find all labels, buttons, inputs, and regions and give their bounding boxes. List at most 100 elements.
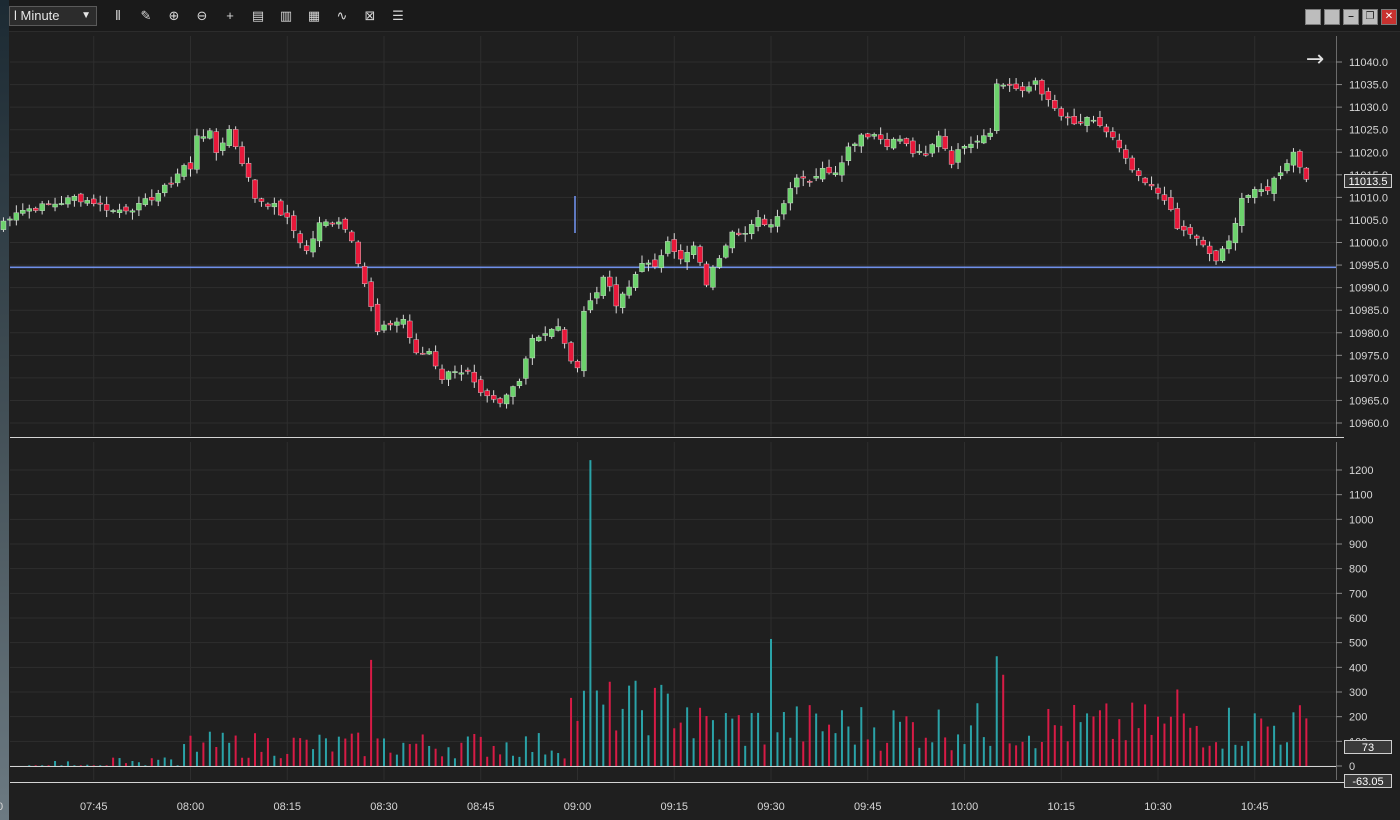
candle-body (510, 386, 516, 397)
candle-body (1155, 187, 1161, 194)
candle-body (839, 162, 845, 176)
candle-body (948, 150, 955, 165)
time-tick-label: 09:00 (564, 801, 592, 813)
price-tick-label: 10970.0 (1349, 373, 1389, 385)
candle-body (258, 198, 265, 202)
close-icon[interactable]: ✕ (1381, 9, 1397, 25)
candle-body (1000, 84, 1006, 87)
arrow-right-icon[interactable]: → (1306, 47, 1324, 72)
crosshair-icon[interactable]: + (226, 8, 234, 23)
candle-body (690, 245, 697, 255)
candle-body (981, 135, 987, 144)
zoom-out-icon[interactable]: ⊖ (196, 8, 208, 23)
candle-body (239, 146, 245, 164)
candle-body (161, 184, 168, 194)
object-list-icon[interactable]: ☰ (392, 8, 404, 23)
candle-body (923, 153, 929, 156)
chart-toolbar: l Minute ▼ ⫴ ✎ ⊕ ⊖ + ▤ ▥ ▦ ∿ ⊠ ☰ – ❐ ✕ (9, 0, 1400, 32)
candle-body (716, 258, 723, 268)
candle-body (26, 208, 32, 212)
candle-body (890, 138, 897, 149)
restore-icon[interactable]: ❐ (1362, 9, 1378, 25)
candle-body (536, 336, 542, 342)
candle-body (1219, 248, 1226, 261)
tile-icon[interactable] (1324, 9, 1340, 25)
price-tick-label: 10990.0 (1349, 283, 1389, 295)
candle-body (181, 165, 187, 177)
candle-body (103, 204, 110, 211)
pencil-icon[interactable]: ✎ (140, 8, 152, 23)
candle-body (439, 368, 445, 380)
candle-body (794, 177, 800, 188)
candle-body (381, 324, 387, 331)
properties-icon[interactable]: ▤ (251, 8, 265, 23)
candle-body (865, 133, 871, 138)
chevron-down-icon[interactable]: ▼ (81, 10, 91, 21)
candle-body (1142, 177, 1148, 184)
candle-body (1200, 239, 1206, 246)
candle-body (774, 216, 781, 227)
candle-body (936, 135, 942, 148)
candle-body (174, 173, 181, 184)
candle-body (684, 252, 690, 263)
time-tick-label: 07:45 (80, 801, 108, 813)
candle-body (884, 139, 890, 147)
candle-body (658, 255, 665, 268)
candle-body (555, 326, 561, 331)
candle-body (1245, 195, 1252, 198)
candle-body (1013, 83, 1019, 89)
time-tick-label: 09:30 (757, 801, 785, 813)
candle-body (916, 151, 923, 153)
candle-body (361, 266, 368, 284)
candle-body (303, 245, 310, 251)
candle-body (529, 338, 536, 359)
time-axis[interactable]: 30 07:45 08:00 08:15 08:30 08:45 09:00 09:15 09:… (0, 801, 1269, 813)
tile-icon[interactable] (1305, 9, 1321, 25)
data-box-icon[interactable]: ⊠ (364, 8, 376, 23)
candle-body (1232, 222, 1239, 244)
indicators-icon[interactable]: ▦ (307, 8, 321, 23)
bar-type-icon[interactable]: ⫴ (115, 8, 121, 23)
candle-body (478, 379, 484, 393)
candle-body (1039, 80, 1045, 95)
candle-body (187, 162, 194, 170)
candle-body (1058, 108, 1064, 117)
candle-body (1239, 198, 1245, 226)
candle-body (1277, 172, 1284, 176)
candle-body (1064, 116, 1071, 119)
volume-tick-label: 600 (1349, 613, 1367, 625)
candle-body (1168, 197, 1174, 210)
volume-axis[interactable]: 1200110010009008007006005004003002001000 (1336, 442, 1373, 780)
candle-body (374, 303, 381, 332)
time-tick-label: 30 (0, 801, 3, 813)
candle-body (33, 207, 39, 211)
candle-body (826, 166, 832, 174)
candle-body (465, 369, 471, 372)
price-tick-label: 10960.0 (1349, 418, 1389, 430)
candle-body (394, 321, 400, 326)
volume-tick-label: 300 (1349, 687, 1367, 699)
candle-body (832, 172, 839, 175)
horizontal-line-drawing[interactable] (10, 196, 1336, 269)
zoom-in-icon[interactable]: ⊕ (168, 8, 180, 23)
candle-body (665, 241, 671, 254)
interval-dropdown[interactable]: l Minute ▼ (9, 6, 97, 26)
time-tick-label: 10:30 (1144, 801, 1172, 813)
price-axis[interactable]: 11040.011035.011030.011025.011020.011015… (1336, 36, 1389, 436)
candle-body (1258, 189, 1264, 192)
minimize-icon[interactable]: – (1343, 9, 1359, 25)
candle-body (910, 140, 916, 154)
strategies-icon[interactable]: ∿ (336, 8, 348, 23)
candle-body (600, 276, 606, 296)
candle-body (484, 390, 490, 397)
candle-body (445, 371, 452, 380)
candle-body (1032, 80, 1039, 85)
price-tick-label: 10985.0 (1349, 305, 1389, 317)
candle-body (1045, 91, 1052, 100)
price-tick-label: 11035.0 (1349, 80, 1388, 92)
candle-body (1123, 149, 1129, 159)
templates-icon[interactable]: ▥ (279, 8, 293, 23)
candle-body (1297, 151, 1303, 168)
candle-body (407, 320, 413, 338)
